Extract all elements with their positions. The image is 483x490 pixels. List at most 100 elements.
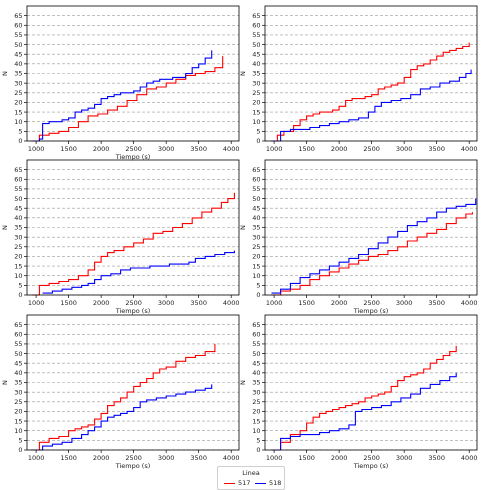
y-tick-label: 30 — [252, 79, 260, 87]
y-tick-label: 0 — [18, 446, 22, 454]
y-tick-label: 25 — [14, 89, 22, 97]
y-tick-label: 20 — [252, 408, 260, 416]
y-tick-label: 15 — [252, 417, 260, 425]
y-tick-label: 15 — [252, 262, 260, 270]
x-axis-label: Tiempo (s) — [115, 153, 151, 161]
x-tick-label: 3000 — [158, 145, 175, 153]
x-tick-label: 2500 — [125, 145, 142, 153]
plot-frame — [264, 5, 478, 142]
y-tick-label: 55 — [252, 340, 260, 348]
x-tick-label: 1500 — [298, 299, 315, 307]
y-tick-label: 25 — [14, 243, 22, 251]
y-tick-label: 30 — [14, 233, 22, 241]
x-tick-label: 2500 — [363, 299, 380, 307]
y-tick-label: 15 — [14, 108, 22, 116]
x-tick-label: 3000 — [396, 299, 413, 307]
x-tick-label: 2500 — [125, 299, 142, 307]
y-tick-label: 30 — [14, 79, 22, 87]
y-tick-label: 45 — [14, 50, 22, 58]
y-axis-label: N — [239, 380, 247, 385]
x-axis-label: Tiempo (s) — [353, 307, 389, 315]
x-tick-label: 3000 — [396, 145, 413, 153]
x-tick-label: 1500 — [60, 454, 77, 462]
y-tick-label: 5 — [18, 437, 22, 445]
plot-frame — [264, 314, 478, 451]
x-tick-label: 2000 — [93, 145, 110, 153]
y-tick-label: 65 — [252, 321, 260, 329]
y-tick-label: 50 — [14, 41, 22, 49]
x-tick-label: 1000 — [266, 145, 283, 153]
y-tick-label: 5 — [18, 282, 22, 290]
legend-entry-517: 517 — [224, 479, 250, 487]
y-tick-label: 40 — [252, 369, 260, 377]
y-tick-label: 5 — [18, 128, 22, 136]
y-tick-label: 35 — [14, 224, 22, 232]
y-tick-label: 45 — [252, 50, 260, 58]
y-axis-label: N — [239, 71, 247, 76]
x-tick-label: 3000 — [158, 454, 175, 462]
x-tick-label: 1000 — [28, 454, 45, 462]
y-tick-label: 50 — [14, 350, 22, 358]
y-tick-label: 40 — [14, 60, 22, 68]
y-tick-label: 45 — [252, 359, 260, 367]
y-tick-label: 25 — [14, 398, 22, 406]
x-tick-label: 2000 — [331, 299, 348, 307]
series-line-518 — [33, 50, 213, 142]
x-tick-label: 4000 — [461, 299, 478, 307]
y-tick-label: 0 — [18, 137, 22, 145]
y-tick-label: 35 — [14, 70, 22, 78]
y-tick-label: 65 — [14, 166, 22, 174]
y-tick-label: 10 — [252, 272, 260, 280]
y-tick-label: 55 — [252, 31, 260, 39]
y-tick-label: 15 — [252, 108, 260, 116]
y-tick-label: 55 — [14, 340, 22, 348]
x-tick-label: 2500 — [125, 454, 142, 462]
x-tick-label: 4000 — [461, 145, 478, 153]
x-tick-label: 1500 — [298, 454, 315, 462]
y-tick-label: 20 — [252, 99, 260, 107]
y-tick-label: 15 — [14, 262, 22, 270]
legend-label-518: 518 — [269, 479, 282, 487]
legend-label-517: 517 — [238, 479, 251, 487]
plot-frame — [264, 159, 478, 296]
x-tick-label: 3500 — [428, 299, 445, 307]
y-tick-label: 40 — [252, 214, 260, 222]
series-line-517 — [271, 345, 457, 451]
y-tick-label: 45 — [14, 204, 22, 212]
legend-swatch-517 — [224, 482, 235, 484]
x-tick-label: 3500 — [190, 145, 207, 153]
y-tick-label: 60 — [252, 175, 260, 183]
y-tick-label: 35 — [252, 224, 260, 232]
y-axis-label: N — [239, 225, 247, 230]
y-tick-label: 65 — [14, 12, 22, 20]
y-tick-label: 65 — [252, 166, 260, 174]
x-axis-label: Tiempo (s) — [115, 462, 151, 470]
y-tick-label: 15 — [14, 417, 22, 425]
series-line-518 — [42, 250, 235, 294]
plot-frame — [26, 314, 240, 451]
x-tick-label: 3000 — [158, 299, 175, 307]
x-axis-label: Tiempo (s) — [115, 307, 151, 315]
y-tick-label: 10 — [14, 118, 22, 126]
x-tick-label: 3500 — [190, 299, 207, 307]
y-tick-label: 55 — [252, 185, 260, 193]
y-tick-label: 0 — [18, 291, 22, 299]
y-tick-label: 60 — [14, 21, 22, 29]
y-tick-label: 50 — [252, 350, 260, 358]
x-tick-label: 4000 — [223, 145, 240, 153]
y-tick-label: 30 — [14, 388, 22, 396]
y-tick-label: 20 — [14, 99, 22, 107]
y-tick-label: 5 — [256, 437, 260, 445]
legend-entry-518: 518 — [255, 479, 281, 487]
y-tick-label: 20 — [14, 253, 22, 261]
x-tick-label: 3500 — [190, 454, 207, 462]
x-tick-label: 2000 — [331, 454, 348, 462]
y-tick-label: 55 — [14, 31, 22, 39]
x-tick-label: 1000 — [266, 454, 283, 462]
y-tick-label: 50 — [252, 41, 260, 49]
y-tick-label: 10 — [252, 118, 260, 126]
